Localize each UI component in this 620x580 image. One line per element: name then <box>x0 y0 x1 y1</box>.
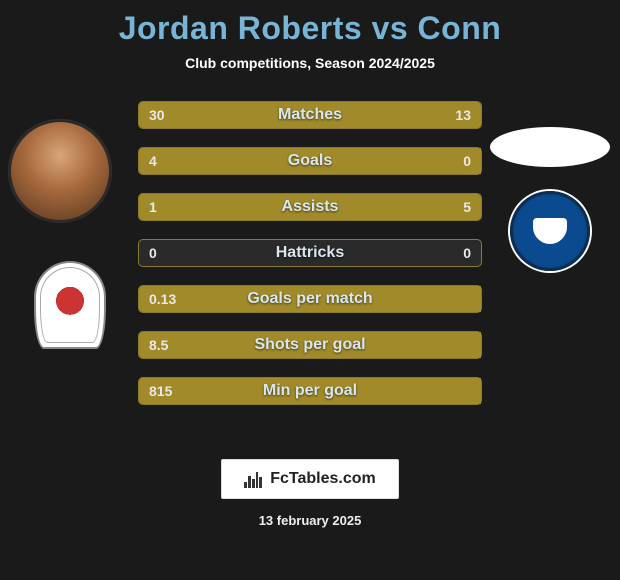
stat-label: Goals <box>139 148 481 174</box>
stat-label: Matches <box>139 102 481 128</box>
page-title: Jordan Roberts vs Conn <box>0 0 620 47</box>
player-right-club-badge <box>510 191 590 271</box>
stat-row: 00Hattricks <box>138 239 482 267</box>
player-left-club-badge <box>34 261 106 357</box>
player-right-avatar <box>490 127 610 167</box>
shield-icon <box>34 261 106 349</box>
brand-badge[interactable]: FcTables.com <box>221 459 399 499</box>
avatar-icon <box>8 119 112 223</box>
comparison-panel: 3013Matches 40Goals 15Assists 00Hattricks 0.… <box>0 101 620 441</box>
stat-label: Shots per goal <box>139 332 481 358</box>
stat-label: Assists <box>139 194 481 220</box>
bars-icon <box>244 470 262 488</box>
stat-row: 0.13Goals per match <box>138 285 482 313</box>
stats-list: 3013Matches 40Goals 15Assists 00Hattricks 0.… <box>138 101 482 405</box>
stat-label: Min per goal <box>139 378 481 404</box>
stat-row: 15Assists <box>138 193 482 221</box>
player-left-avatar <box>8 119 112 223</box>
date-label: 13 february 2025 <box>259 513 362 528</box>
stat-row: 815Min per goal <box>138 377 482 405</box>
page-subtitle: Club competitions, Season 2024/2025 <box>0 55 620 71</box>
stat-row: 8.5Shots per goal <box>138 331 482 359</box>
stat-row: 3013Matches <box>138 101 482 129</box>
stat-label: Hattricks <box>139 240 481 266</box>
stat-label: Goals per match <box>139 286 481 312</box>
footer: FcTables.com 13 february 2025 <box>0 459 620 528</box>
brand-label: FcTables.com <box>270 470 376 488</box>
stat-row: 40Goals <box>138 147 482 175</box>
